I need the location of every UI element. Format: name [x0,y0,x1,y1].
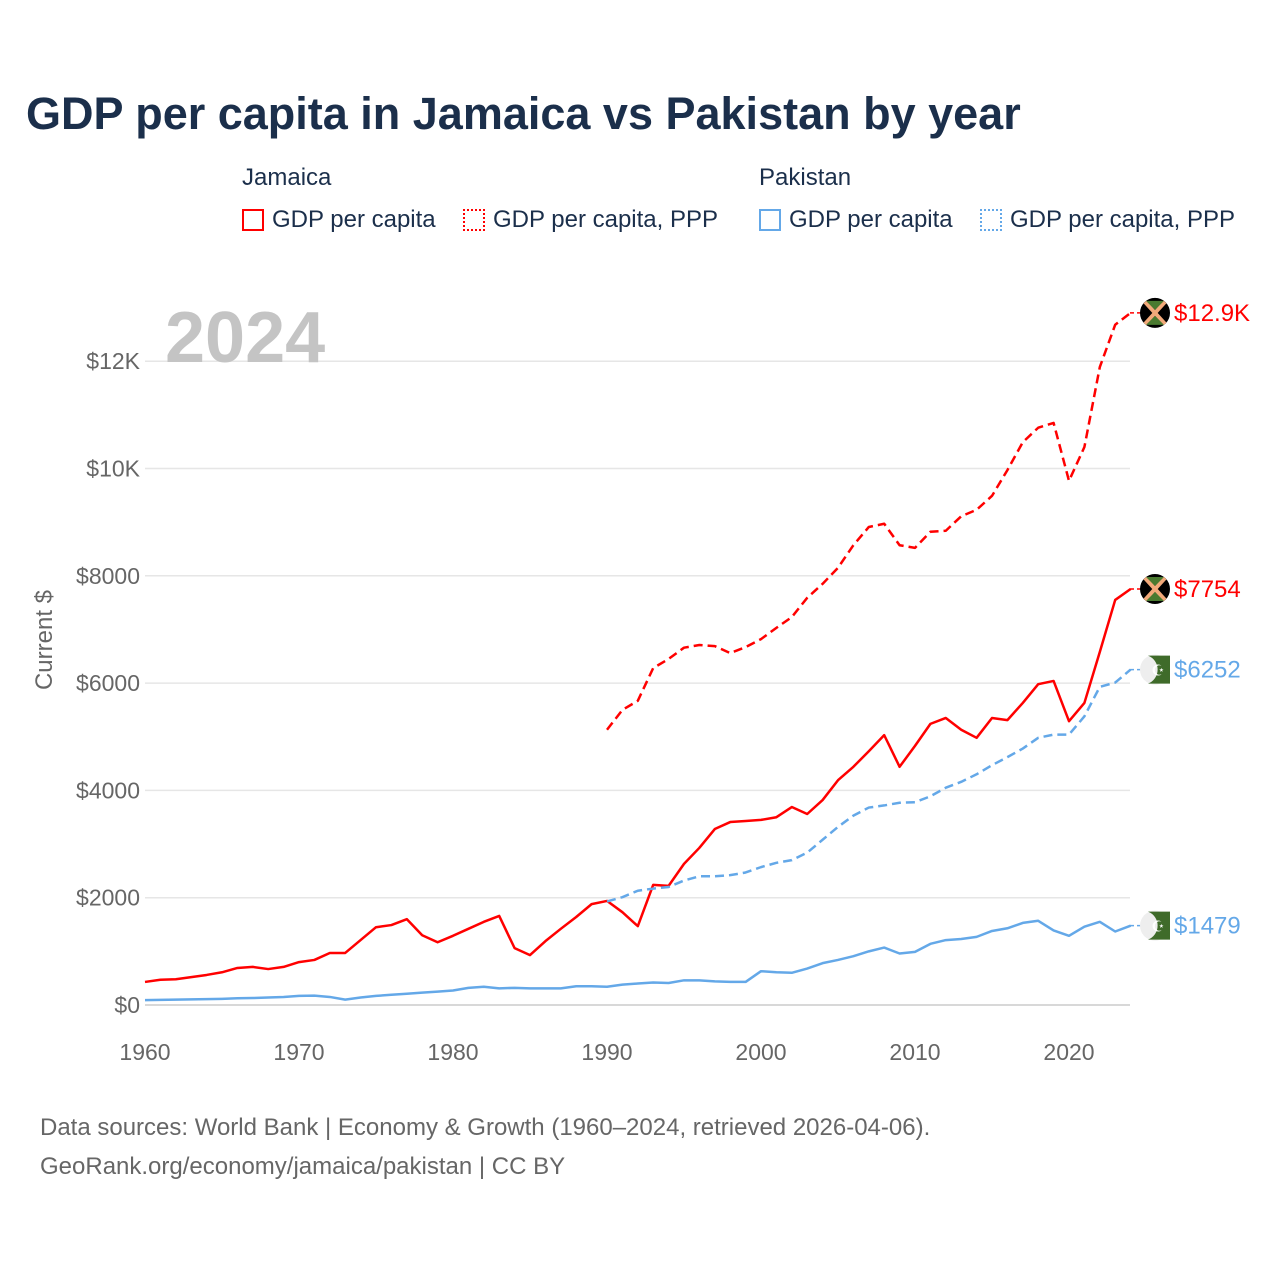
legend-label: GDP per capita [789,206,953,233]
source-note: Data sources: World Bank | Economy & Gro… [40,1108,930,1186]
legend-swatch [759,209,781,231]
y-tick-label: $8000 [76,563,140,589]
flag-crescent: ☪ [1151,663,1164,680]
chart-title: GDP per capita in Jamaica vs Pakistan by… [26,88,1021,139]
year-watermark: 2024 [165,298,325,378]
y-tick-label: $10K [86,456,140,482]
x-tick-label: 2000 [735,1039,786,1065]
legend-jamaica-ppp[interactable]: GDP per capita, PPP [463,206,718,234]
legend-label: GDP per capita, PPP [1010,206,1235,233]
flag-green [1148,911,1170,940]
legend-label: GDP per capita, PPP [493,206,718,233]
series-line-pakistan-gdp-per-capita-ppp [606,668,1132,903]
legend-label: GDP per capita [272,206,436,233]
legend-pakistan-ppp[interactable]: GDP per capita, PPP [980,206,1235,234]
legend-swatch [980,209,1002,231]
end-value-label: $6252 [1174,657,1241,684]
y-tick-label: $12K [86,348,140,374]
series-line-pakistan-gdp-per-capita [144,919,1132,1002]
legend-swatch [463,209,485,231]
legend-group-pakistan: Pakistan [759,164,852,191]
legend-jamaica-gdp[interactable]: GDP per capita [242,206,436,234]
x-tick-label: 1970 [273,1039,324,1065]
x-tick-label: 1960 [119,1039,170,1065]
y-axis-label: Current $ [31,590,58,690]
y-tick-label: $0 [114,992,140,1018]
end-value-label: $7754 [1174,576,1241,603]
flag-crescent: ☪ [1151,919,1164,936]
series-line-jamaica-gdp-per-capita [144,587,1132,984]
source-line: Data sources: World Bank | Economy & Gro… [40,1114,931,1141]
legend-pakistan-gdp[interactable]: GDP per capita [759,206,953,234]
end-value-label: $12.9K [1174,300,1250,327]
y-tick-label: $2000 [76,885,140,911]
end-value-label: $1479 [1174,913,1241,940]
x-tick-label: 1980 [427,1039,478,1065]
source-link[interactable]: GeoRank.org/economy/jamaica/pakistan | C… [40,1153,566,1180]
legend-group-jamaica: Jamaica [242,164,332,191]
legend-swatch [242,209,264,231]
flag-saltire [1143,300,1167,326]
flag-triangles [1146,300,1164,325]
y-tick-label: $4000 [76,777,140,803]
series-line-jamaica-gdp-per-capita-ppp [606,311,1132,731]
y-tick-label: $6000 [76,670,140,696]
x-tick-label: 1990 [581,1039,632,1065]
flag-triangles [1146,576,1164,601]
flag-green [1148,655,1170,684]
x-tick-label: 2020 [1043,1039,1094,1065]
x-tick-label: 2010 [889,1039,940,1065]
flag-saltire [1143,576,1167,602]
